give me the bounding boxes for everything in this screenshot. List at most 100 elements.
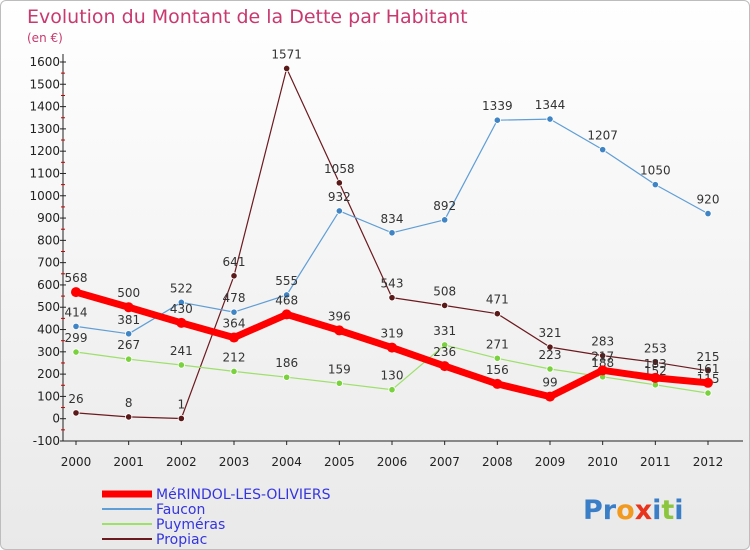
y-tick-label: 400 xyxy=(37,323,60,337)
y-tick-label: 0 xyxy=(52,412,60,426)
data-point xyxy=(441,216,449,224)
data-label: 522 xyxy=(170,281,193,295)
data-point xyxy=(388,386,396,394)
data-label: 468 xyxy=(275,293,298,307)
data-label: 161 xyxy=(697,362,720,376)
data-label: 271 xyxy=(486,337,509,351)
data-point xyxy=(230,308,238,316)
data-label: 641 xyxy=(223,255,246,269)
y-tick-label: 1200 xyxy=(29,144,60,158)
y-tick-label: 1400 xyxy=(29,100,60,114)
data-label: 430 xyxy=(170,302,193,316)
data-point xyxy=(546,365,554,373)
data-label: 1050 xyxy=(640,164,671,178)
data-point xyxy=(545,391,555,402)
x-tick-label: 2002 xyxy=(166,455,197,469)
data-point xyxy=(650,372,661,383)
data-point xyxy=(125,413,133,421)
data-point xyxy=(125,330,133,338)
data-label: 321 xyxy=(539,326,562,340)
data-label: 508 xyxy=(433,284,456,298)
y-tick-label: 200 xyxy=(37,367,60,381)
data-label: 130 xyxy=(381,369,404,383)
data-point xyxy=(72,322,80,331)
data-point xyxy=(281,309,292,320)
data-point xyxy=(72,348,80,356)
data-label: 1344 xyxy=(535,98,566,112)
data-point xyxy=(704,389,712,397)
x-tick-label: 2008 xyxy=(482,455,513,469)
data-label: 834 xyxy=(381,212,404,226)
data-point xyxy=(176,317,187,328)
data-label: 267 xyxy=(117,338,140,352)
y-tick-label: 1500 xyxy=(29,77,60,91)
data-point xyxy=(388,294,396,302)
data-point xyxy=(123,302,134,313)
x-tick-label: 2010 xyxy=(587,455,618,469)
chart-title: Evolution du Montant de la Dette par Hab… xyxy=(27,6,468,28)
data-point xyxy=(492,378,503,389)
x-tick-label: 2001 xyxy=(113,455,144,469)
data-point xyxy=(335,179,343,187)
y-tick-label: 1300 xyxy=(29,122,60,136)
series-propiac: 26 8 1 641 1571 1058 543 508 471 321 283 253 215 xyxy=(68,47,720,423)
data-label: 299 xyxy=(65,331,88,345)
data-point xyxy=(230,367,238,376)
y-tick-label: 500 xyxy=(37,300,60,314)
data-point xyxy=(546,343,554,351)
y-tick-label: 800 xyxy=(37,233,60,247)
data-label: 26 xyxy=(68,392,83,406)
data-label: 471 xyxy=(486,293,509,307)
data-label: 555 xyxy=(275,274,298,288)
data-label: 396 xyxy=(328,309,351,323)
data-point xyxy=(651,181,659,189)
data-label: 381 xyxy=(117,313,140,327)
series-merindol-les-oliviers: 568 500 430 364 468 396 319 236 156 99 217 183 161 xyxy=(65,271,720,402)
data-point xyxy=(703,377,713,388)
data-label: 212 xyxy=(223,350,246,364)
proxiti-logo: Proxiti xyxy=(583,495,684,526)
data-label: 1058 xyxy=(324,162,355,176)
y-tick-label: 1000 xyxy=(29,189,60,203)
data-point xyxy=(283,64,291,73)
legend-label: MéRINDOL-LES-OLIVIERS xyxy=(156,487,331,503)
axes: -100 0 100 200 300 400 500 600 700 800 900 1000 1100… xyxy=(29,54,743,469)
data-label: 241 xyxy=(170,344,193,358)
logo-text: Proxiti xyxy=(583,495,684,526)
data-label: 414 xyxy=(65,305,88,319)
data-label: 159 xyxy=(328,362,351,376)
data-label: 8 xyxy=(125,396,133,410)
y-tick-label: 900 xyxy=(37,211,60,225)
legend-label: Faucon xyxy=(156,502,205,518)
data-label: 156 xyxy=(486,363,509,377)
data-point xyxy=(177,298,185,306)
x-tick-label: 2003 xyxy=(219,455,250,469)
y-tick-label: 700 xyxy=(37,256,60,270)
data-label: 1207 xyxy=(587,129,618,143)
data-point xyxy=(283,291,291,299)
data-point xyxy=(125,355,133,363)
data-label: 283 xyxy=(591,335,614,349)
data-point xyxy=(599,146,607,154)
data-label: 1 xyxy=(178,397,186,411)
data-label: 215 xyxy=(697,350,720,364)
legend: MéRINDOL-LES-OLIVIERSFauconPuymérasPropi… xyxy=(102,487,331,548)
data-label: 1571 xyxy=(271,47,302,61)
data-label: 364 xyxy=(223,317,246,331)
data-point xyxy=(651,358,659,366)
x-tick-label: 2005 xyxy=(324,455,355,469)
data-label: 236 xyxy=(433,345,456,359)
data-point xyxy=(335,379,343,387)
data-point xyxy=(493,310,501,318)
data-point xyxy=(441,301,449,310)
data-point xyxy=(493,354,501,362)
data-label: 478 xyxy=(223,291,246,305)
x-tick-label: 2009 xyxy=(535,455,566,469)
data-label: 932 xyxy=(328,190,351,204)
data-label: 331 xyxy=(433,324,456,338)
data-point xyxy=(388,229,396,237)
data-label: 920 xyxy=(697,193,720,207)
